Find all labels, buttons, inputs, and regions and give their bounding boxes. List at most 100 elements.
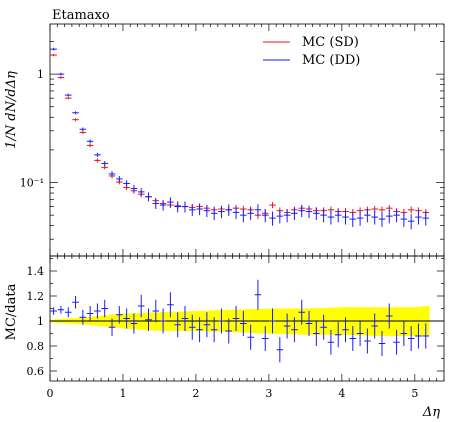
main-data-point	[108, 171, 116, 177]
main-data-point	[364, 208, 371, 223]
main-data-point	[247, 207, 254, 221]
ratio-data-point	[247, 324, 254, 350]
main-data-point	[101, 160, 109, 167]
ratio-data-point	[240, 311, 247, 336]
ratio-data-point	[261, 326, 269, 351]
ratio-data-point	[342, 317, 349, 343]
main-data-point	[254, 204, 262, 217]
ratio-data-point	[188, 314, 196, 340]
ratio-data-point	[254, 279, 262, 310]
main-data-point	[385, 209, 393, 224]
ratio-data-point	[378, 331, 386, 356]
main-data-point	[269, 211, 276, 226]
ratio-data-point	[407, 326, 415, 351]
x-tick-label: 0	[47, 387, 54, 400]
legend-label-sd: MC (SD)	[302, 35, 359, 50]
main-plot-panel: 10⁻¹ 1 1/N dN/dΔη	[4, 23, 445, 257]
ratio-y-tick-label: 0.8	[27, 340, 45, 353]
main-data-point	[72, 111, 79, 115]
main-data-point	[313, 207, 320, 221]
ratio-plot-panel: 0.6 0.8 1 1.2 1.4 0 1 2 3 4 5 MC/data Δη	[4, 255, 445, 420]
ratio-data-point	[72, 296, 79, 309]
x-tick-label: 5	[411, 387, 418, 400]
main-data-point	[50, 47, 57, 51]
main-data-point	[378, 206, 386, 214]
ratio-data-point	[334, 322, 342, 348]
legend: MC (SD) MC (DD)	[263, 35, 360, 68]
main-data-point	[79, 127, 87, 132]
main-data-point	[94, 158, 101, 163]
ratio-series-layer	[50, 279, 430, 363]
ratio-data-point	[225, 318, 233, 344]
x-tick-label: 1	[119, 387, 126, 400]
main-data-point	[86, 143, 94, 148]
ratio-data-point	[356, 321, 364, 346]
main-data-point	[79, 130, 87, 135]
main-data-point	[174, 201, 181, 213]
ratio-data-point	[152, 299, 160, 323]
ratio-data-point	[320, 314, 327, 340]
main-data-point	[86, 139, 94, 144]
ratio-data-point	[283, 313, 291, 339]
main-data-point	[371, 210, 378, 225]
ratio-band-layer	[50, 306, 444, 336]
ratio-data-point	[86, 306, 94, 321]
main-data-point	[116, 175, 123, 183]
ratio-data-point	[349, 326, 357, 351]
main-data-point	[225, 204, 233, 217]
ratio-data-point	[210, 317, 218, 343]
main-data-point	[159, 199, 167, 211]
main-data-point	[276, 209, 284, 224]
main-plot-frame	[49, 23, 445, 257]
ratio-y-axis-label: MC/data	[4, 283, 19, 340]
ratio-data-point	[291, 317, 298, 343]
main-data-point	[72, 118, 79, 122]
main-data-point	[342, 210, 349, 225]
ratio-y-tick-label: 0.6	[27, 365, 45, 378]
main-data-point	[152, 198, 160, 209]
main-data-point	[232, 206, 240, 220]
ratio-data-point	[137, 294, 145, 318]
main-data-point	[210, 207, 218, 221]
ratio-data-point	[313, 321, 320, 346]
main-data-point	[349, 212, 357, 227]
ratio-data-point	[94, 303, 101, 319]
main-y-tick-label: 10⁻¹	[20, 177, 44, 190]
ratio-data-point	[108, 318, 116, 336]
main-data-point	[64, 93, 72, 97]
main-data-point	[240, 208, 247, 223]
chart-title: Etamaxo	[52, 8, 110, 23]
x-tick-label: 3	[265, 387, 272, 400]
main-data-point	[57, 72, 65, 76]
ratio-data-point	[276, 337, 284, 363]
main-data-point	[415, 210, 422, 225]
main-data-point	[94, 152, 101, 157]
main-data-point	[130, 184, 138, 193]
ratio-data-point	[327, 329, 335, 355]
x-axis-label: Δη	[422, 405, 440, 420]
ratio-data-point	[385, 303, 393, 329]
ratio-data-point	[305, 311, 313, 336]
ratio-data-point	[123, 308, 130, 329]
main-data-point	[269, 202, 276, 209]
main-data-point	[407, 214, 415, 230]
ratio-y-tick-label: 1.2	[27, 290, 45, 303]
main-data-point	[181, 201, 189, 213]
main-data-point	[50, 53, 57, 57]
main-y-ticks: 10⁻¹ 1	[20, 24, 445, 256]
main-data-point	[305, 205, 313, 219]
x-axis-ticks: 0 1 2 3 4 5	[47, 256, 445, 400]
ratio-y-tick-label: 1.4	[27, 265, 45, 278]
ratio-data-point	[159, 308, 167, 334]
ratio-data-point	[269, 308, 276, 334]
main-data-point	[167, 197, 174, 208]
main-y-tick-label: 1	[37, 68, 44, 81]
ratio-data-point	[50, 307, 57, 315]
ratio-data-point	[371, 313, 378, 339]
ratio-data-point	[400, 321, 408, 346]
ratio-data-point	[196, 317, 203, 343]
main-data-point	[320, 208, 327, 223]
ratio-y-ticks: 0.6 0.8 1 1.2 1.4	[27, 258, 444, 378]
ratio-data-point	[64, 307, 72, 318]
main-data-point	[196, 203, 203, 216]
